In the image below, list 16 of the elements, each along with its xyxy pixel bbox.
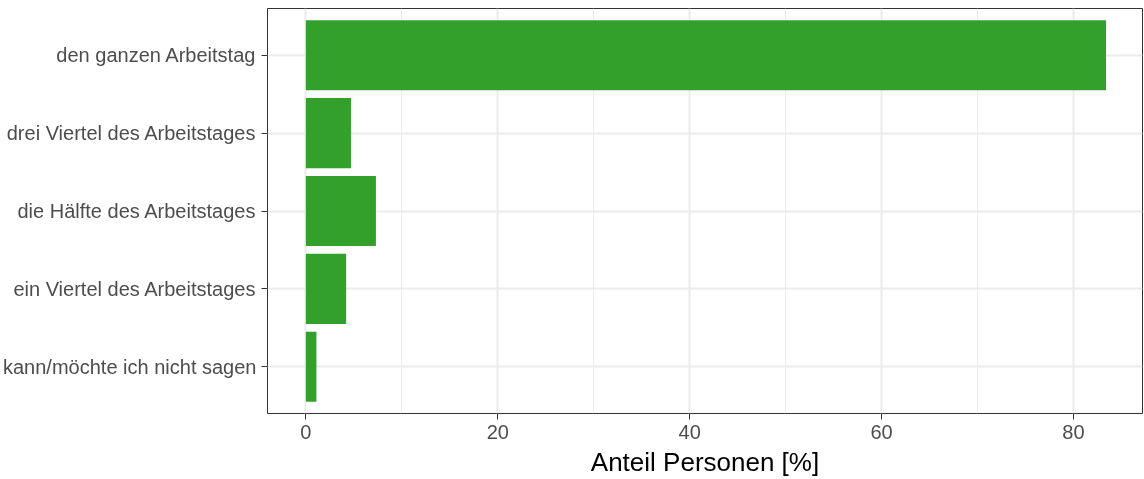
x-axis-title: Anteil Personen [%]: [590, 446, 820, 477]
y-tick-label: den ganzen Arbeitstag: [56, 44, 256, 67]
x-tick-label: 20: [486, 420, 509, 443]
x-tick-label: 40: [678, 420, 701, 443]
bar: [305, 175, 376, 247]
bar: [305, 20, 1107, 91]
y-tick-label: kann/möchte ich nicht sagen: [3, 355, 257, 378]
x-tick-label: 60: [870, 420, 893, 443]
bar: [305, 98, 351, 169]
y-tick-label: ein Viertel des Arbeitstages: [13, 277, 256, 300]
bar: [305, 331, 317, 402]
bar: [305, 253, 347, 324]
x-tick-label: 0: [300, 420, 312, 443]
y-tick-label: die Hälfte des Arbeitstages: [17, 200, 256, 222]
x-tick-label: 80: [1062, 420, 1085, 443]
y-tick-label: drei Viertel des Arbeitstages: [6, 122, 256, 145]
